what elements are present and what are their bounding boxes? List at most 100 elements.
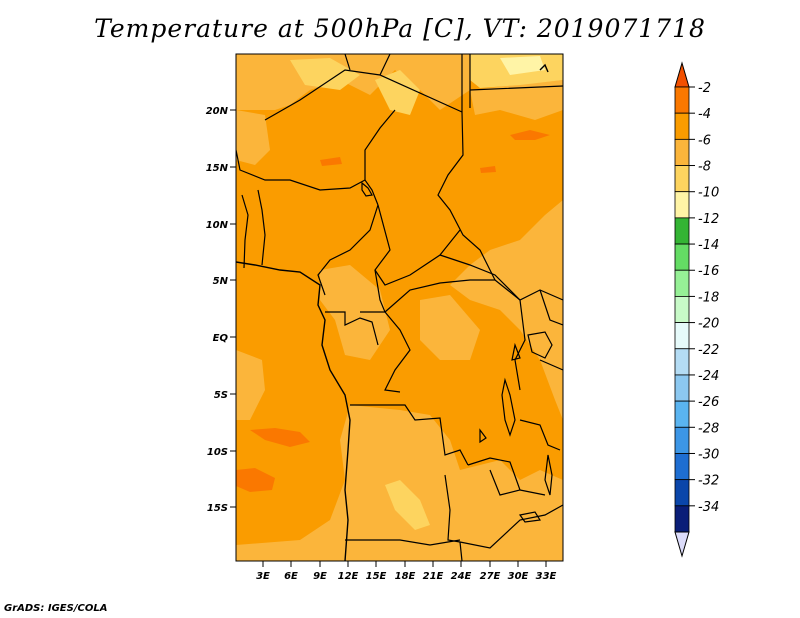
field-region-east <box>450 200 563 420</box>
lat-label: 5S <box>214 390 228 401</box>
border-namibia-botswana <box>459 541 463 561</box>
colorbar-box <box>674 453 690 481</box>
field-region-pale-sw <box>385 480 430 530</box>
field-region-warm-5 <box>480 166 496 173</box>
colorbar-box <box>674 191 690 219</box>
lakes <box>361 181 553 523</box>
lon-label: 18E <box>395 571 416 582</box>
colorbar-box <box>674 243 690 271</box>
colorbar-bottom-arrow <box>674 531 690 558</box>
lon-label: 3E <box>256 571 270 582</box>
border-zambia-zimbabwe <box>459 504 563 549</box>
colorbar-label: -4 <box>698 107 711 122</box>
lon-label: 21E <box>423 571 444 582</box>
longitude-axis: 3E 6E 9E 12E 15E 18E 21E 24E 27E 30E 33E <box>256 561 557 582</box>
lake-malawi <box>544 454 553 496</box>
border-benin <box>257 189 266 266</box>
colorbar-label: -34 <box>698 500 719 515</box>
border-angola-namibia <box>345 539 461 546</box>
border-sudan-southsudan <box>439 254 563 301</box>
border-chad-sudan <box>437 111 496 281</box>
border-cameroon-car <box>360 269 386 313</box>
field-region-north <box>236 54 470 110</box>
colorbar-box <box>674 505 690 533</box>
lat-label: 10S <box>207 447 228 458</box>
lat-label: 15S <box>207 503 228 514</box>
field-region-pale-north <box>290 58 360 90</box>
border-gabon-congo <box>325 311 379 346</box>
colorbar-box <box>674 296 690 323</box>
colorbar-label: -12 <box>698 212 719 227</box>
colorbar-top-arrow <box>674 61 690 88</box>
border-ethiopia <box>539 289 563 326</box>
border-niger-nigeria <box>236 149 379 206</box>
colorbar-label: -10 <box>698 186 719 201</box>
field-region-warm-1 <box>250 428 310 447</box>
chart-title: Temperature at 500hPa [C], VT: 201907171… <box>94 14 706 43</box>
border-drc-uganda <box>514 299 526 391</box>
lat-label: 10N <box>206 220 229 231</box>
colorbar-box <box>674 138 690 166</box>
colorbar: -2 -4 -6 -8 -10 -12 -14 -16 -18 -20 -22 -24 -26 -28 -3… <box>674 61 719 558</box>
colorbar-label: -2 <box>698 81 711 96</box>
lon-label: 15E <box>366 571 387 582</box>
coastline <box>236 63 549 561</box>
border-car-drc <box>384 279 521 313</box>
border-nigeria-cameroon <box>317 204 379 296</box>
lat-label: 5N <box>213 276 229 287</box>
field-region-northwest <box>236 110 270 165</box>
field-region-east-south <box>420 295 480 360</box>
lon-label: 33E <box>536 571 557 582</box>
colorbar-label: -6 <box>698 133 711 148</box>
field-region-palest <box>500 56 545 75</box>
border-kenya-tanzania <box>539 359 563 371</box>
colorbar-label: -20 <box>698 317 719 332</box>
lon-label: 24E <box>451 571 472 582</box>
colorbar-box <box>674 348 690 376</box>
colorbar-label: -8 <box>698 160 711 175</box>
lake-chad <box>361 181 373 197</box>
lon-label: 30E <box>508 571 529 582</box>
border-congo-drc <box>384 311 411 393</box>
border-libya-chad <box>344 54 463 112</box>
lon-label: 12E <box>338 571 359 582</box>
lake-kariba <box>518 511 542 523</box>
field-region-warm-2 <box>236 468 275 492</box>
border-drc-zambia <box>467 457 521 496</box>
lon-label: 6E <box>284 571 298 582</box>
colorbar-box <box>674 400 690 428</box>
border-niger-chad <box>364 109 396 180</box>
border-algeria-niger <box>264 69 463 121</box>
latitude-axis: 20N 15N 10N 5N EQ 5S 10S 15S <box>206 106 236 514</box>
colorbar-label: -14 <box>698 238 719 253</box>
colorbar-label: -22 <box>698 343 719 358</box>
colorbar-label: -24 <box>698 369 719 384</box>
country-borders <box>236 54 563 561</box>
coastline-red-sea <box>539 63 549 73</box>
lon-label: 9E <box>313 571 327 582</box>
border-togo <box>241 194 249 269</box>
field-region-warm-4 <box>320 157 342 166</box>
colorbar-box <box>674 86 690 114</box>
colorbar-box <box>674 112 690 140</box>
lat-label: 20N <box>206 106 229 117</box>
lon-label: 27E <box>480 571 501 582</box>
colorbar-label: -26 <box>698 395 719 410</box>
colorbar-label: -30 <box>698 447 719 462</box>
colorbar-label: -16 <box>698 264 719 279</box>
colorbar-box <box>674 217 690 245</box>
colorbar-box <box>674 322 690 350</box>
field-region-warm-3 <box>510 130 550 140</box>
colorbar-box <box>674 374 690 402</box>
colorbar-box <box>674 269 690 297</box>
colorbar-box <box>674 426 690 454</box>
colorbar-label: -18 <box>698 290 719 305</box>
map-frame <box>235 53 564 562</box>
grads-credit: GrADS: IGES/COLA <box>4 603 108 614</box>
border-drc-angola <box>350 404 469 466</box>
colorbar-label: -28 <box>698 421 719 436</box>
lake-mweru <box>479 428 487 444</box>
field-region-west <box>236 350 265 420</box>
border-libya-egypt <box>469 54 563 108</box>
lat-label: 15N <box>206 163 229 174</box>
